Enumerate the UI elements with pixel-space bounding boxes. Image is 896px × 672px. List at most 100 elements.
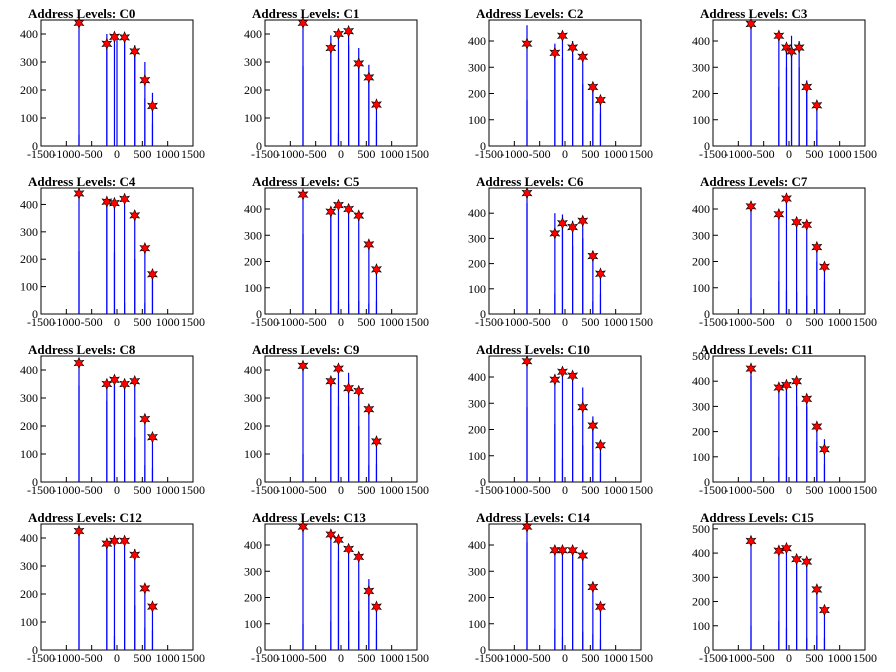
plot-frame: [488, 523, 642, 651]
y-tick-label: 0: [32, 643, 38, 657]
y-tick-label: 100: [692, 450, 710, 464]
y-tick-label: 200: [468, 423, 486, 437]
chart-panel: Address Levels: C15 0 100 200 300 400 500 -1500…: [672, 504, 896, 672]
peak-marker: [780, 192, 792, 205]
peak-marker: [119, 31, 131, 44]
peak-marker: [297, 520, 309, 533]
chart-svg: 0 100 200 300 400 -1500-1000 -500 0 500 1000 1500: [244, 520, 429, 665]
x-tick-label: 1000: [828, 651, 852, 665]
peak-marker: [73, 524, 85, 538]
peak-marker: [325, 205, 337, 218]
peak-marker: [818, 260, 830, 274]
chart-title: Address Levels: C4: [28, 174, 136, 189]
chart-panel: Address Levels: C2 0 100 200 300 400 -1500 -100…: [448, 0, 672, 168]
peak-marker: [332, 198, 344, 212]
peak-marker: [587, 580, 599, 594]
peak-marker: [343, 24, 355, 38]
peak-marker: [549, 373, 561, 386]
chart-svg: 0 100 200 300 400 -1500-1000 -500 0 500 1000 1500: [20, 187, 205, 329]
chart-panel: Address Levels: C5 0 100 200 300 400 -1500 -100…: [224, 168, 448, 336]
x-tick-label: 500: [357, 147, 375, 161]
y-tick-label: 0: [32, 139, 38, 153]
peak-marker: [119, 192, 131, 206]
x-tick-label: 0: [338, 147, 344, 161]
peak-marker: [370, 98, 382, 111]
peak-marker: [325, 528, 337, 541]
y-tick-label: 0: [256, 139, 262, 153]
x-tick-label: -500: [305, 315, 327, 329]
x-tick-label: 1500: [853, 651, 877, 665]
y-tick-label: 0: [480, 139, 486, 153]
chart-title: Address Levels: C11: [700, 342, 814, 357]
peak-marker: [325, 374, 337, 388]
peak-marker: [139, 582, 151, 595]
peak-marker: [801, 218, 813, 232]
peak-marker: [587, 419, 599, 432]
peak-marker: [73, 187, 85, 200]
plot-frame: [264, 523, 418, 651]
x-tick-label: 1500: [405, 147, 429, 161]
y-tick-label: 400: [20, 27, 38, 41]
x-tick-label: 1000: [156, 483, 180, 497]
chart-panel: Address Levels: C12 0 100 200 300 400 -1500 -10…: [0, 504, 224, 672]
x-tick-label: 0: [786, 315, 792, 329]
x-tick-label: 1000: [380, 315, 404, 329]
peak-marker: [353, 57, 365, 70]
peak-marker: [146, 99, 158, 113]
chart-panel: Address Levels: C8 0 100 200 300 400 -1500 -100…: [0, 336, 224, 504]
plot-frame: [712, 355, 866, 483]
plot-frame: [488, 355, 642, 483]
y-tick-label: 100: [20, 447, 38, 461]
chart-svg: 0 100 200 300 400 500 -1500-1000 -500 0 500 1000 15…: [692, 349, 877, 497]
peak-marker: [594, 438, 606, 452]
chart-panel: Address Levels: C1 0 100 200 300 400 -1500 -100…: [224, 0, 448, 168]
x-tick-label: 500: [133, 651, 151, 665]
peak-marker: [370, 435, 382, 448]
y-tick-label: 100: [244, 617, 262, 631]
peak-marker: [332, 533, 344, 547]
x-tick-label: -1500: [251, 483, 279, 497]
peak-marker: [587, 249, 599, 263]
plot-frame: [712, 523, 866, 651]
x-tick-label: -500: [753, 315, 775, 329]
chart-title: Address Levels: C3: [700, 6, 808, 21]
x-tick-label: 0: [562, 651, 568, 665]
peak-marker: [108, 373, 120, 387]
x-tick-label: 1000: [828, 147, 852, 161]
x-tick-label: -1500: [27, 315, 55, 329]
y-tick-label: 0: [256, 307, 262, 321]
y-tick-label: 200: [692, 425, 710, 439]
y-tick-label: 0: [480, 307, 486, 321]
x-tick-label: 0: [786, 147, 792, 161]
y-tick-label: 0: [256, 475, 262, 489]
x-tick-label: -1500: [475, 315, 503, 329]
x-tick-label: 1000: [604, 483, 628, 497]
y-tick-label: 100: [468, 113, 486, 127]
peak-marker: [521, 37, 533, 50]
y-tick-label: 400: [692, 546, 710, 560]
y-tick-label: 400: [244, 538, 262, 552]
x-tick-label: 0: [562, 147, 568, 161]
plot-frame: [488, 19, 642, 147]
x-tick-label: 1500: [181, 147, 205, 161]
y-tick-label: 400: [468, 370, 486, 384]
y-tick-label: 100: [20, 280, 38, 294]
y-tick-label: 300: [244, 564, 262, 578]
peak-marker: [370, 263, 382, 276]
y-tick-label: 0: [256, 643, 262, 657]
peak-marker: [567, 220, 579, 234]
x-tick-label: -1000: [276, 147, 304, 161]
y-tick-label: 400: [20, 531, 38, 545]
plot-frame: [264, 19, 418, 147]
peak-marker: [363, 238, 375, 251]
x-tick-label: 500: [581, 315, 599, 329]
peak-marker: [577, 214, 589, 228]
peak-marker: [780, 378, 792, 392]
y-tick-label: 400: [20, 197, 38, 211]
y-tick-label: 400: [20, 363, 38, 377]
peak-marker: [332, 362, 344, 375]
peak-marker: [129, 45, 141, 58]
y-tick-label: 0: [704, 475, 710, 489]
peak-marker: [556, 365, 568, 379]
chart-svg: 0 100 200 300 400 -1500-1000 -500 0 500 1000 1500: [20, 16, 205, 161]
